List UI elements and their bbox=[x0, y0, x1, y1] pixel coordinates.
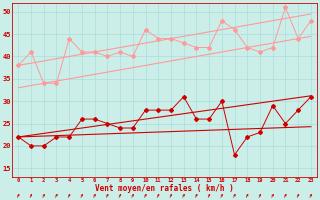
X-axis label: Vent moyen/en rafales ( km/h ): Vent moyen/en rafales ( km/h ) bbox=[95, 184, 234, 193]
